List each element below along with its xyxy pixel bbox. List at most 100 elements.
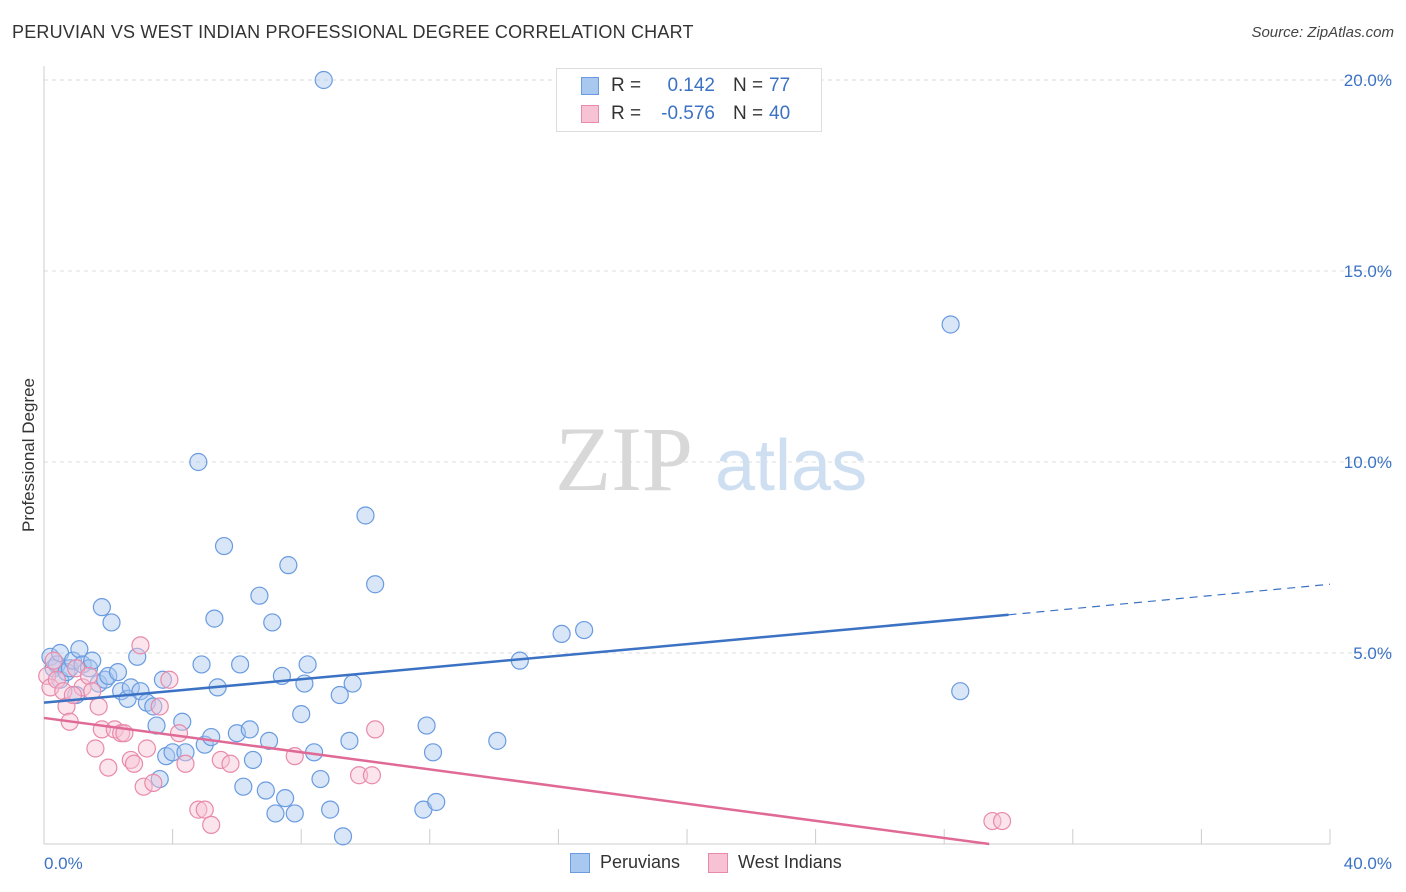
tick-labels: 5.0% 10.0% 15.0% 20.0% 0.0% 40.0% bbox=[44, 71, 1392, 873]
peruvian-point bbox=[102, 613, 121, 632]
peruvian-point bbox=[330, 685, 349, 705]
peruvian-point bbox=[108, 662, 128, 682]
west-indian-point bbox=[89, 697, 108, 716]
west-indian-point bbox=[144, 773, 163, 792]
west-indians-trendline bbox=[43, 716, 990, 846]
peruvian-point bbox=[214, 536, 234, 556]
peruvians-trendline-extension bbox=[1008, 583, 1331, 616]
west-indian-point bbox=[44, 651, 63, 670]
y-tick-label: 5.0% bbox=[1353, 644, 1392, 663]
peruvian-point bbox=[70, 640, 89, 659]
legend-n-value: 40 bbox=[769, 103, 791, 124]
west-indian-point bbox=[189, 800, 208, 819]
watermark-zip: ZIP bbox=[555, 408, 693, 510]
peruvian-point bbox=[240, 720, 259, 739]
peruvian-point bbox=[92, 598, 111, 617]
peruvian-point bbox=[427, 792, 446, 812]
peruvian-point bbox=[575, 620, 594, 640]
legend-n-label: N = bbox=[733, 75, 764, 96]
legend-n-value: 77 bbox=[769, 75, 791, 96]
west-indian-point bbox=[79, 666, 99, 686]
series-legend: Peruvians West Indians bbox=[570, 852, 870, 873]
x-tick-label: 40.0% bbox=[1344, 854, 1392, 873]
stats-legend: R = 0.142 N = 77 R = -0.576 N = 40 bbox=[556, 68, 822, 132]
legend-swatch-west-indians bbox=[708, 852, 729, 873]
legend-swatch-west-indians bbox=[581, 105, 599, 123]
legend-swatch-peruvians bbox=[570, 852, 590, 873]
source-label: Source: ZipAtlas.com bbox=[1251, 24, 1394, 41]
peruvian-point bbox=[192, 655, 211, 674]
west-indian-point bbox=[150, 697, 169, 716]
west-indian-point bbox=[38, 666, 57, 686]
peruvian-point bbox=[128, 647, 147, 666]
legend-n-label: N = bbox=[733, 103, 764, 124]
peruvian-point bbox=[266, 804, 285, 823]
peruvian-point bbox=[311, 769, 330, 789]
peruvians-trendline bbox=[43, 613, 1009, 704]
y-axis-label: Professional Degree bbox=[19, 378, 38, 532]
west-indian-point bbox=[99, 758, 118, 777]
peruvian-point bbox=[276, 789, 295, 808]
peruvian-point bbox=[951, 682, 970, 701]
peruvian-point bbox=[153, 670, 173, 689]
west-indian-point bbox=[211, 750, 230, 770]
peruvian-point bbox=[321, 800, 340, 819]
peruvian-point bbox=[173, 712, 192, 731]
west-indian-point bbox=[992, 811, 1012, 831]
west-indian-point bbox=[124, 754, 144, 773]
west-indian-point bbox=[349, 766, 369, 785]
west-indian-point bbox=[131, 636, 150, 655]
west-indian-point bbox=[86, 739, 105, 758]
west-indians-points bbox=[38, 636, 1012, 835]
west-indian-point bbox=[160, 670, 179, 689]
peruvian-point bbox=[366, 575, 385, 594]
west-indian-point bbox=[169, 724, 189, 743]
trendlines bbox=[43, 583, 1331, 846]
west-indian-point bbox=[176, 754, 195, 773]
peruvian-point bbox=[417, 716, 436, 735]
legend-item-peruvians[interactable]: Peruvians bbox=[570, 852, 680, 873]
grid-lines bbox=[44, 79, 1392, 654]
west-indian-point bbox=[202, 815, 221, 835]
legend-label-west-indians: West Indians bbox=[738, 852, 842, 872]
peruvian-point bbox=[340, 731, 359, 750]
peruvian-point bbox=[231, 655, 250, 674]
x-tick-label: 0.0% bbox=[44, 854, 83, 873]
peruvian-point bbox=[83, 651, 102, 670]
watermark: ZIP atlas bbox=[555, 408, 867, 510]
west-indian-point bbox=[195, 800, 214, 819]
peruvian-point bbox=[285, 804, 304, 823]
peruvian-point bbox=[488, 731, 507, 750]
peruvian-point bbox=[99, 666, 118, 686]
west-indian-point bbox=[83, 682, 102, 701]
legend-row-west-indians: R = -0.576 N = 40 bbox=[581, 101, 790, 127]
west-indian-point bbox=[134, 777, 153, 796]
watermark-atlas: atlas bbox=[715, 426, 867, 506]
legend-item-west-indians[interactable]: West Indians bbox=[708, 852, 842, 873]
peruvian-point bbox=[552, 624, 571, 644]
west-indian-point bbox=[362, 766, 382, 785]
peruvian-point bbox=[356, 506, 375, 525]
west-indian-point bbox=[47, 670, 66, 689]
west-indian-point bbox=[221, 754, 240, 773]
legend-row-peruvians: R = 0.142 N = 77 bbox=[581, 73, 790, 99]
peruvian-point bbox=[189, 452, 208, 472]
west-indian-point bbox=[73, 678, 92, 697]
peruvian-point bbox=[144, 697, 163, 716]
y-tick-label: 10.0% bbox=[1344, 453, 1392, 472]
west-indian-point bbox=[366, 720, 385, 739]
peruvian-point bbox=[250, 586, 269, 605]
y-tick-label: 15.0% bbox=[1344, 262, 1392, 281]
peruvian-point bbox=[314, 70, 333, 90]
legend-r-label: R = bbox=[611, 103, 642, 124]
peruvian-point bbox=[343, 674, 362, 693]
west-indian-point bbox=[137, 739, 156, 758]
legend-r-label: R = bbox=[611, 75, 642, 96]
west-indian-point bbox=[983, 811, 1002, 831]
peruvian-point bbox=[259, 731, 279, 750]
axes bbox=[43, 66, 1331, 845]
peruvian-point bbox=[243, 750, 263, 770]
peruvian-point bbox=[163, 743, 182, 762]
legend-r-value: -0.576 bbox=[661, 103, 715, 124]
